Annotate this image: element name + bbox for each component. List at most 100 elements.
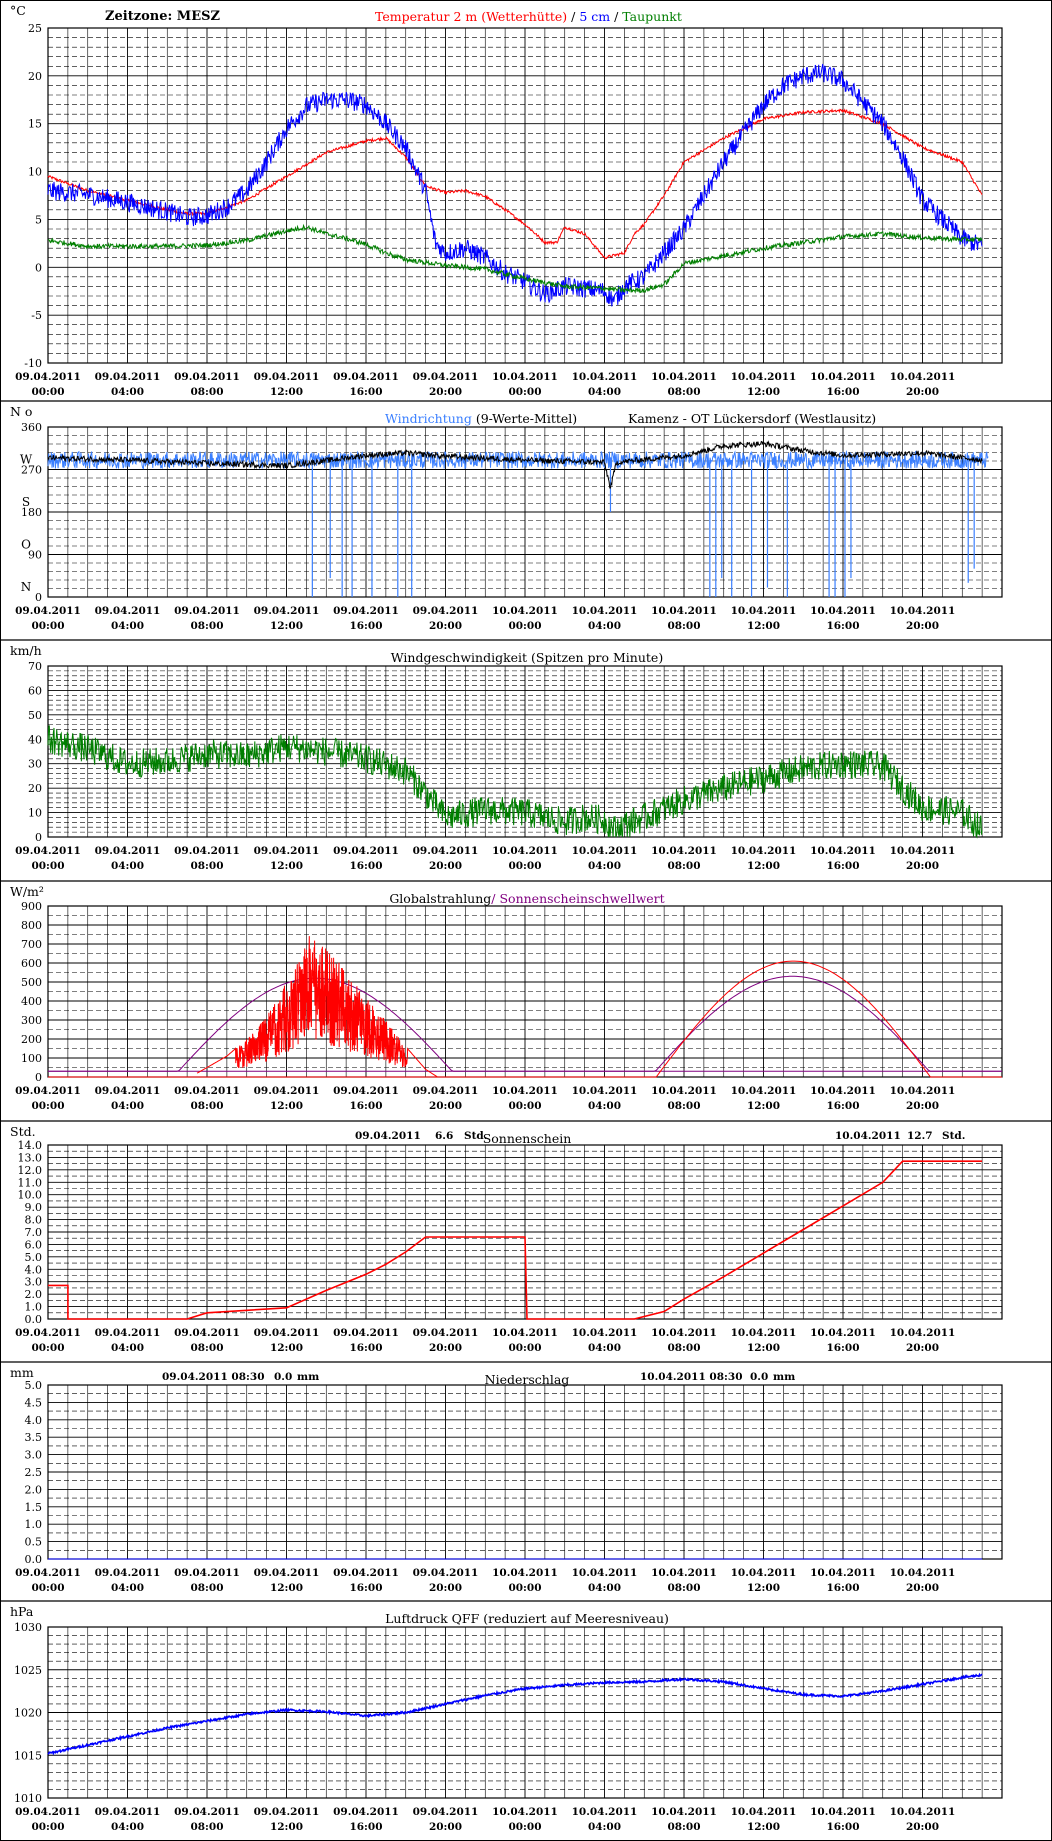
x-tick-date: 09.04.2011 [174, 371, 240, 383]
x-tick-date: 10.04.2011 [572, 371, 638, 383]
x-tick-time: 12:00 [747, 386, 780, 398]
x-tick-time: 00:00 [31, 1582, 64, 1594]
x-tick-date: 10.04.2011 [890, 1085, 956, 1097]
summary-unit: Std. [942, 1130, 965, 1142]
y-tick-label: 2.0 [25, 1288, 43, 1301]
x-tick-date: 10.04.2011 [731, 1567, 797, 1579]
panel-wind-direction: 36027018090009.04.201100:0009.04.201104:… [0, 404, 1052, 641]
y-tick-label: 1015 [14, 1749, 42, 1762]
y-tick-label: 12.0 [18, 1164, 43, 1177]
x-tick-date: 10.04.2011 [492, 1806, 558, 1818]
panel-global-radiation: 900800700600500400300200100009.04.201100… [0, 884, 1052, 1122]
y-tick-label: 3.0 [25, 1276, 43, 1289]
x-tick-date: 09.04.2011 [15, 845, 81, 857]
x-tick-time: 08:00 [190, 1342, 223, 1354]
y-tick-label: 1010 [14, 1792, 42, 1805]
y-tick-label: 270 [21, 464, 42, 477]
y-tick-label: 2.0 [25, 1483, 43, 1496]
unit-label: W/m² [10, 884, 44, 899]
x-tick-date: 10.04.2011 [890, 371, 956, 383]
x-tick-time: 04:00 [111, 620, 144, 632]
y-tick-label: -5 [31, 309, 42, 322]
grid [47, 905, 1003, 1078]
x-tick-date: 10.04.2011 [731, 371, 797, 383]
x-tick-time: 04:00 [111, 1582, 144, 1594]
series-line-1 [48, 975, 1002, 1072]
x-tick-date: 10.04.2011 [572, 845, 638, 857]
unit-label: N o [10, 404, 32, 419]
x-tick-time: 00:00 [31, 1100, 64, 1112]
unit-label: Std. [10, 1124, 36, 1139]
x-tick-time: 20:00 [429, 620, 462, 632]
x-tick-time: 12:00 [747, 1342, 780, 1354]
y-tick-label: 0.0 [25, 1313, 43, 1326]
x-tick-date: 09.04.2011 [95, 371, 161, 383]
x-tick-time: 04:00 [111, 860, 144, 872]
x-tick-time: 20:00 [906, 1821, 939, 1833]
x-tick-time: 00:00 [508, 1100, 541, 1112]
x-tick-time: 00:00 [508, 1821, 541, 1833]
chart-title-part: Sonnenschein [483, 1131, 572, 1146]
x-tick-date: 09.04.2011 [413, 1085, 479, 1097]
x-tick-time: 12:00 [747, 620, 780, 632]
y-tick-label: 5 [35, 213, 42, 226]
x-tick-date: 10.04.2011 [731, 1327, 797, 1339]
panel-wind-speed: 70605040302010009.04.201100:0009.04.2011… [0, 643, 1052, 882]
y-tick-label: 20 [28, 70, 42, 83]
x-tick-date: 10.04.2011 [890, 1806, 956, 1818]
summary-date: 10.04.2011 08:30 [640, 1371, 743, 1383]
x-tick-date: 10.04.2011 [492, 605, 558, 617]
y-tick-label: 0 [35, 1071, 42, 1084]
x-tick-date: 09.04.2011 [254, 605, 320, 617]
x-tick-date: 10.04.2011 [731, 605, 797, 617]
x-tick-time: 20:00 [429, 386, 462, 398]
x-tick-time: 08:00 [190, 386, 223, 398]
x-tick-date: 09.04.2011 [413, 1567, 479, 1579]
series-line-3 [196, 936, 438, 1078]
x-tick-date: 09.04.2011 [333, 371, 399, 383]
chart-title-part: Windrichtung [385, 411, 472, 426]
x-tick-time: 00:00 [508, 620, 541, 632]
x-tick-time: 20:00 [906, 620, 939, 632]
y-tick-label: 13.0 [18, 1151, 43, 1164]
y-tick-label: 1.5 [25, 1501, 43, 1514]
x-tick-time: 00:00 [31, 386, 64, 398]
timezone-label: Zeitzone: MESZ [105, 9, 220, 24]
x-tick-date: 10.04.2011 [810, 605, 876, 617]
x-tick-time: 16:00 [826, 620, 859, 632]
y-tick-label: 1025 [14, 1664, 42, 1677]
grid [47, 1626, 1003, 1799]
x-tick-date: 10.04.2011 [731, 1085, 797, 1097]
x-tick-date: 10.04.2011 [572, 1085, 638, 1097]
x-tick-time: 12:00 [270, 620, 303, 632]
chart-title-part: / [567, 9, 579, 24]
x-tick-time: 00:00 [508, 860, 541, 872]
x-tick-date: 10.04.2011 [572, 1327, 638, 1339]
x-tick-date: 09.04.2011 [333, 1327, 399, 1339]
x-tick-date: 10.04.2011 [492, 1567, 558, 1579]
x-tick-date: 09.04.2011 [254, 1327, 320, 1339]
x-tick-time: 20:00 [429, 1582, 462, 1594]
x-tick-time: 08:00 [667, 1821, 700, 1833]
x-tick-date: 10.04.2011 [731, 845, 797, 857]
x-tick-date: 10.04.2011 [731, 1806, 797, 1818]
x-tick-date: 09.04.2011 [15, 605, 81, 617]
x-tick-time: 16:00 [349, 1582, 382, 1594]
summary-value: 0.0 [750, 1371, 768, 1383]
y-tick-label: -10 [24, 357, 42, 370]
y-tick-label: 360 [21, 421, 42, 434]
summary-unit: mm [773, 1371, 795, 1383]
x-tick-date: 10.04.2011 [651, 371, 717, 383]
x-tick-time: 04:00 [588, 860, 621, 872]
y-tick-label: 0 [35, 261, 42, 274]
chart-title: Windrichtung (9-Werte-Mittel) [385, 411, 577, 426]
x-tick-date: 09.04.2011 [333, 845, 399, 857]
summary-unit: Std. [464, 1130, 487, 1142]
x-tick-time: 20:00 [429, 1821, 462, 1833]
y-tick-label: 800 [21, 919, 42, 932]
chart-title-part: / Sonnenscheinschwellwert [491, 891, 664, 906]
x-tick-date: 09.04.2011 [254, 845, 320, 857]
x-tick-date: 10.04.2011 [810, 1567, 876, 1579]
chart-title: Globalstrahlung/ Sonnenscheinschwellwert [389, 891, 664, 906]
y-tick-label: 400 [21, 995, 42, 1008]
